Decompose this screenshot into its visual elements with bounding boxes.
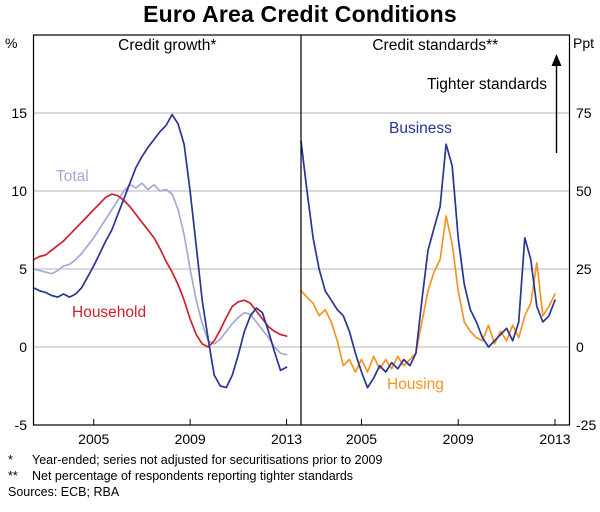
y-tick-label-left: -5 [15,417,28,433]
y-tick-label-right: 50 [576,183,592,199]
series-line-business-panel2 [300,140,556,389]
series-label-household: Household [72,304,146,321]
y-tick-label-left: 10 [11,183,27,199]
panel-title-credit-growth: Credit growth* [118,37,216,54]
x-tick-label: 2009 [175,431,206,447]
series-line-housing-panel2 [300,215,556,373]
x-tick-label: 2013 [271,431,302,447]
footnote-1: * Year-ended; series not adjusted for se… [8,452,596,468]
series-label-housing: Housing [387,376,444,393]
chart-title: Euro Area Credit Conditions [143,1,457,27]
footnote-1-text: Year-ended; series not adjusted for secu… [32,453,383,467]
x-tick-label: 2013 [539,431,570,447]
panel-title-credit-standards: Credit standards** [372,37,498,54]
series-line-business-panel1 [32,113,288,389]
y-tick-label-right: 25 [576,261,592,277]
footnote-2: ** Net percentage of respondents reporti… [8,468,596,484]
series-line-total-panel1 [32,182,288,356]
y-tick-label-right: 0 [576,339,584,355]
y-tick-label-left: 0 [19,339,27,355]
x-tick-label: 2005 [346,431,377,447]
footnotes: * Year-ended; series not adjusted for se… [8,452,596,500]
series-label-business: Business [389,120,452,137]
footnote-1-marker: * [8,453,13,467]
y-tick-label-left: 15 [11,105,27,121]
series-line-household-panel1 [32,193,288,348]
y-axis-unit-right: Ppt [573,35,594,51]
x-tick-label: 2009 [443,431,474,447]
tighter-standards-annotation: Tighter standards [427,76,547,93]
footnote-2-marker: ** [8,469,18,483]
x-tick-label: 2005 [78,431,109,447]
y-axis-unit-left: % [5,35,17,51]
up-arrow-icon [551,54,562,66]
series-label-total: Total [56,168,89,185]
y-tick-label-right: 75 [576,105,592,121]
sources-line: Sources: ECB; RBA [8,485,120,499]
y-tick-label-left: 5 [19,261,27,277]
y-tick-label-right: -25 [576,417,596,433]
footnote-2-text: Net percentage of respondents reporting … [32,469,354,483]
